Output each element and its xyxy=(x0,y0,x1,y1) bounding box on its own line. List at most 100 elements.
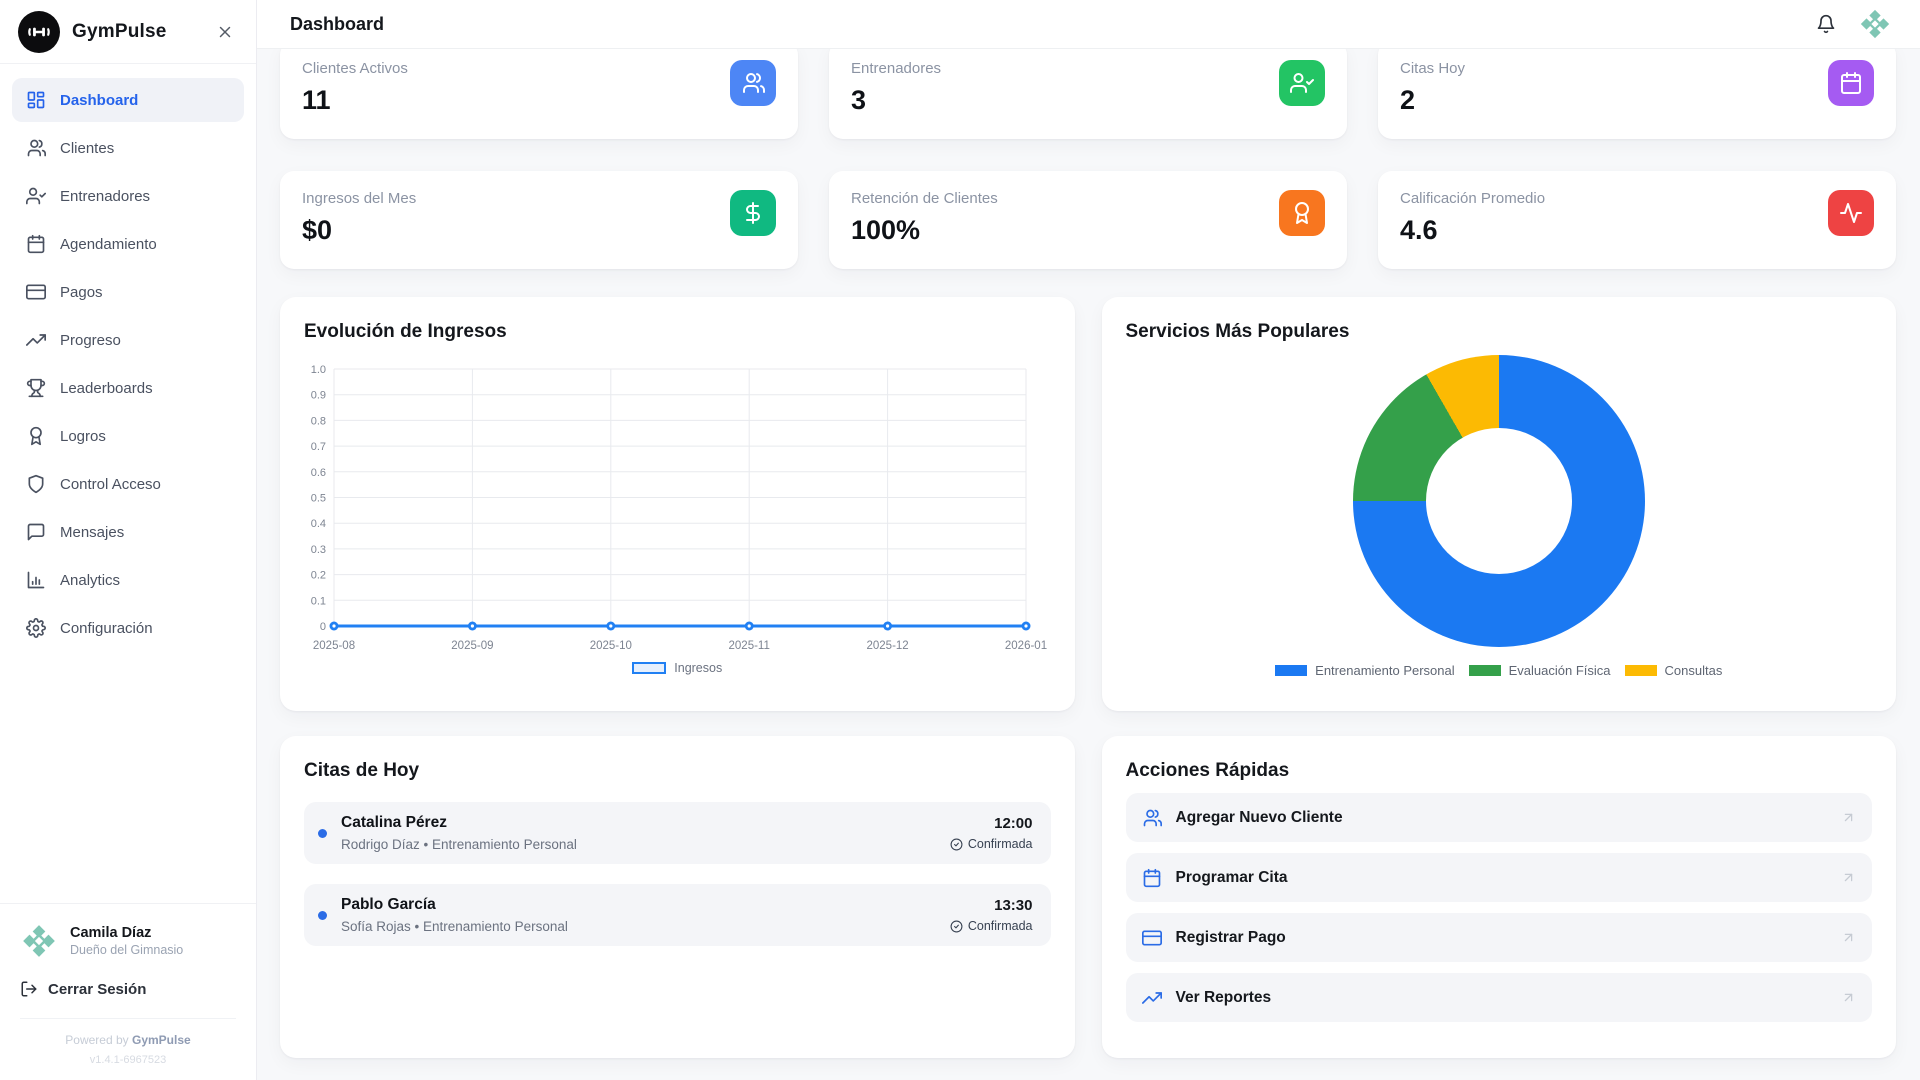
avatar xyxy=(20,922,58,960)
appointment-detail: Rodrigo Díaz • Entrenamiento Personal xyxy=(341,837,936,852)
brand-name: GymPulse xyxy=(72,21,200,43)
powered-by: Powered by GymPulse xyxy=(20,1033,236,1047)
sidebar: GymPulse Dashboard Clientes Entrenadores xyxy=(0,0,257,1080)
arrow-up-right-icon xyxy=(1841,870,1856,885)
trending-up-icon xyxy=(1142,988,1162,1008)
calendar-icon xyxy=(26,234,46,254)
sidebar-item-leaderboards[interactable]: Leaderboards xyxy=(12,366,244,410)
legend-label: Entrenamiento Personal xyxy=(1315,663,1454,678)
stat-card-calificacion: Calificación Promedio 4.6 xyxy=(1378,171,1896,269)
notifications-bell-icon[interactable] xyxy=(1816,14,1836,34)
sidebar-item-progreso[interactable]: Progreso xyxy=(12,318,244,362)
dashboard-icon xyxy=(26,90,46,110)
appointment-client: Pablo García xyxy=(341,896,936,914)
sidebar-item-mensajes[interactable]: Mensajes xyxy=(12,510,244,554)
check-circle-icon xyxy=(950,838,963,851)
legend-label: Ingresos xyxy=(674,661,722,675)
header-avatar[interactable] xyxy=(1858,7,1892,41)
arrow-up-right-icon xyxy=(1841,810,1856,825)
svg-text:0.3: 0.3 xyxy=(311,544,326,556)
sidebar-item-pagos[interactable]: Pagos xyxy=(12,270,244,314)
gear-icon xyxy=(26,618,46,638)
services-donut-panel: Servicios Más Populares Entrenamiento Pe… xyxy=(1102,297,1897,711)
quick-action-label: Agregar Nuevo Cliente xyxy=(1176,809,1828,827)
calendar-icon xyxy=(1828,60,1874,106)
appointments-panel: Citas de Hoy Catalina Pérez Rodrigo Díaz… xyxy=(280,736,1075,1058)
user-check-icon xyxy=(1279,60,1325,106)
appointment-client: Catalina Pérez xyxy=(341,814,936,832)
message-icon xyxy=(26,522,46,542)
sidebar-item-label: Entrenadores xyxy=(60,188,150,205)
svg-text:2025-09: 2025-09 xyxy=(451,640,493,652)
calendar-icon xyxy=(1142,868,1162,888)
appointments-title: Citas de Hoy xyxy=(304,760,1051,782)
donut-chart xyxy=(1353,355,1645,647)
appointment-row[interactable]: Catalina Pérez Rodrigo Díaz • Entrenamie… xyxy=(304,802,1051,864)
users-icon xyxy=(26,138,46,158)
appointment-time: 13:30 xyxy=(950,897,1033,914)
logout-icon xyxy=(20,980,38,998)
stat-label: Citas Hoy xyxy=(1400,60,1465,77)
shield-icon xyxy=(26,474,46,494)
check-circle-icon xyxy=(950,920,963,933)
sidebar-item-label: Pagos xyxy=(60,284,103,301)
sidebar-item-control-acceso[interactable]: Control Acceso xyxy=(12,462,244,506)
sidebar-item-analytics[interactable]: Analytics xyxy=(12,558,244,602)
svg-text:0: 0 xyxy=(320,621,326,633)
revenue-line-chart: 1.0 0.9 0.8 0.7 0.6 0.5 0.4 0.3 0.2 0.1 … xyxy=(304,359,1050,659)
stat-card-citas-hoy: Citas Hoy 2 xyxy=(1378,49,1896,139)
gympulse-logo-icon xyxy=(18,11,60,53)
quick-action-registrar-pago[interactable]: Registrar Pago xyxy=(1126,913,1873,962)
sidebar-item-clientes[interactable]: Clientes xyxy=(12,126,244,170)
award-icon xyxy=(1279,190,1325,236)
sidebar-item-label: Dashboard xyxy=(60,92,138,109)
legend-swatch xyxy=(1275,665,1307,676)
logout-button[interactable]: Cerrar Sesión xyxy=(20,980,236,998)
top-header: Dashboard xyxy=(257,0,1920,49)
stat-card-retencion: Retención de Clientes 100% xyxy=(829,171,1347,269)
users-icon xyxy=(1142,808,1162,828)
quick-action-label: Registrar Pago xyxy=(1176,929,1828,947)
sidebar-item-configuracion[interactable]: Configuración xyxy=(12,606,244,650)
status-badge: Confirmada xyxy=(950,919,1033,933)
main-content: Clientes Activos 11 Entrenadores 3 Citas… xyxy=(257,49,1920,1080)
quick-action-agregar-nuevo-cliente[interactable]: Agregar Nuevo Cliente xyxy=(1126,793,1873,842)
sidebar-nav: Dashboard Clientes Entrenadores Agendami… xyxy=(0,64,256,650)
user-check-icon xyxy=(26,186,46,206)
stat-value: 3 xyxy=(851,85,941,116)
stat-card-ingresos-mes: Ingresos del Mes $0 xyxy=(280,171,798,269)
stat-label: Ingresos del Mes xyxy=(302,190,416,207)
status-dot xyxy=(318,829,327,838)
appointment-row[interactable]: Pablo García Sofía Rojas • Entrenamiento… xyxy=(304,884,1051,946)
quick-action-label: Programar Cita xyxy=(1176,869,1828,887)
stat-card-clientes-activos: Clientes Activos 11 xyxy=(280,49,798,139)
status-badge: Confirmada xyxy=(950,837,1033,851)
stat-label: Retención de Clientes xyxy=(851,190,998,207)
trending-up-icon xyxy=(26,330,46,350)
sidebar-item-agendamiento[interactable]: Agendamiento xyxy=(12,222,244,266)
svg-text:0.1: 0.1 xyxy=(311,595,326,607)
legend-swatch xyxy=(1625,665,1657,676)
user-profile: Camila Díaz Dueño del Gimnasio xyxy=(20,922,236,960)
close-sidebar-icon[interactable] xyxy=(212,19,238,45)
sidebar-item-dashboard[interactable]: Dashboard xyxy=(12,78,244,122)
sidebar-item-logros[interactable]: Logros xyxy=(12,414,244,458)
quick-actions-panel: Acciones Rápidas Agregar Nuevo Cliente P… xyxy=(1102,736,1897,1058)
award-icon xyxy=(26,426,46,446)
svg-text:0.9: 0.9 xyxy=(311,390,326,402)
quick-actions-title: Acciones Rápidas xyxy=(1126,760,1873,782)
status-dot xyxy=(318,911,327,920)
quick-action-programar-cita[interactable]: Programar Cita xyxy=(1126,853,1873,902)
stat-value: 4.6 xyxy=(1400,215,1545,246)
legend-swatch xyxy=(632,662,666,674)
quick-action-ver-reportes[interactable]: Ver Reportes xyxy=(1126,973,1873,1022)
dollar-icon xyxy=(730,190,776,236)
sidebar-item-label: Logros xyxy=(60,428,106,445)
sidebar-item-entrenadores[interactable]: Entrenadores xyxy=(12,174,244,218)
svg-text:2026-01: 2026-01 xyxy=(1005,640,1047,652)
svg-text:2025-08: 2025-08 xyxy=(313,640,355,652)
chart-title: Evolución de Ingresos xyxy=(304,321,1051,343)
legend-label: Evaluación Física xyxy=(1509,663,1611,678)
sidebar-logo-row: GymPulse xyxy=(0,0,256,64)
svg-text:0.4: 0.4 xyxy=(311,518,326,530)
